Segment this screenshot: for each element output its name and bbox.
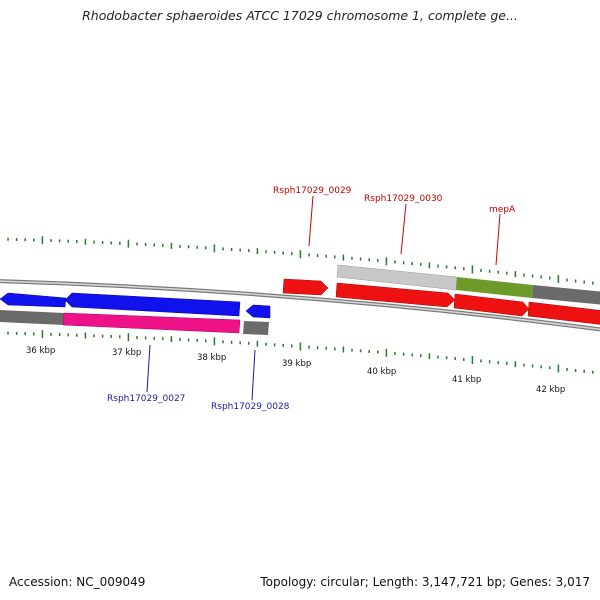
feature-dark-grey-right[interactable]: [532, 285, 600, 305]
axis-label-39: 39 kbp: [282, 359, 311, 369]
axis-label-38: 38 kbp: [197, 353, 226, 363]
axis-label-37: 37 kbp: [112, 348, 141, 358]
gene-label-0028[interactable]: Rsph17029_0028: [211, 402, 290, 412]
feature-dark-grey-left[interactable]: [0, 310, 64, 325]
gene-label-mepa[interactable]: mepA: [489, 205, 516, 215]
gene-arrow-mepa[interactable]: [453, 293, 530, 317]
gene-labels: Rsph17029_0029 Rsph17029_0030 mepA Rsph1…: [107, 186, 516, 412]
gene-arrow-left-blue[interactable]: [0, 292, 67, 308]
forward-strand: [282, 264, 600, 325]
feature-dark-grey-mid[interactable]: [243, 321, 269, 335]
leader-0029: [308, 195, 314, 247]
axis-label-41: 41 kbp: [452, 375, 481, 385]
gene-label-0027[interactable]: Rsph17029_0027: [107, 394, 185, 404]
axis-label-36: 36 kbp: [26, 346, 55, 356]
gene-label-0029[interactable]: Rsph17029_0029: [273, 186, 352, 196]
gene-arrow-0027[interactable]: [64, 292, 241, 317]
reverse-strand: [0, 292, 271, 335]
map-title: Rhodobacter sphaeroides ATCC 17029 chrom…: [82, 8, 518, 23]
genome-summary-text: Topology: circular; Length: 3,147,721 bp…: [260, 575, 590, 589]
leader-0027: [146, 344, 151, 393]
leader-mepa: [495, 213, 501, 266]
ticks-bottom: [7, 330, 594, 374]
gene-arrow-0028[interactable]: [245, 304, 271, 319]
accession-text: Accession: NC_009049: [9, 575, 146, 589]
gene-arrow-0030[interactable]: [335, 282, 456, 308]
axis-label-40: 40 kbp: [367, 367, 396, 377]
leader-0030: [400, 203, 407, 255]
feature-olive[interactable]: [456, 277, 533, 298]
feature-magenta[interactable]: [62, 312, 241, 334]
leader-0028: [251, 349, 256, 401]
gene-arrow-right[interactable]: [527, 301, 600, 325]
backbone-inner: [0, 280, 600, 331]
gene-label-0030[interactable]: Rsph17029_0030: [364, 194, 443, 204]
axis-label-42: 42 kbp: [536, 385, 565, 395]
gene-arrow-0029[interactable]: [282, 278, 329, 296]
ticks-top: [7, 236, 594, 285]
axis-labels: 36 kbp 37 kbp 38 kbp 39 kbp 40 kbp 41 kb…: [26, 346, 565, 395]
